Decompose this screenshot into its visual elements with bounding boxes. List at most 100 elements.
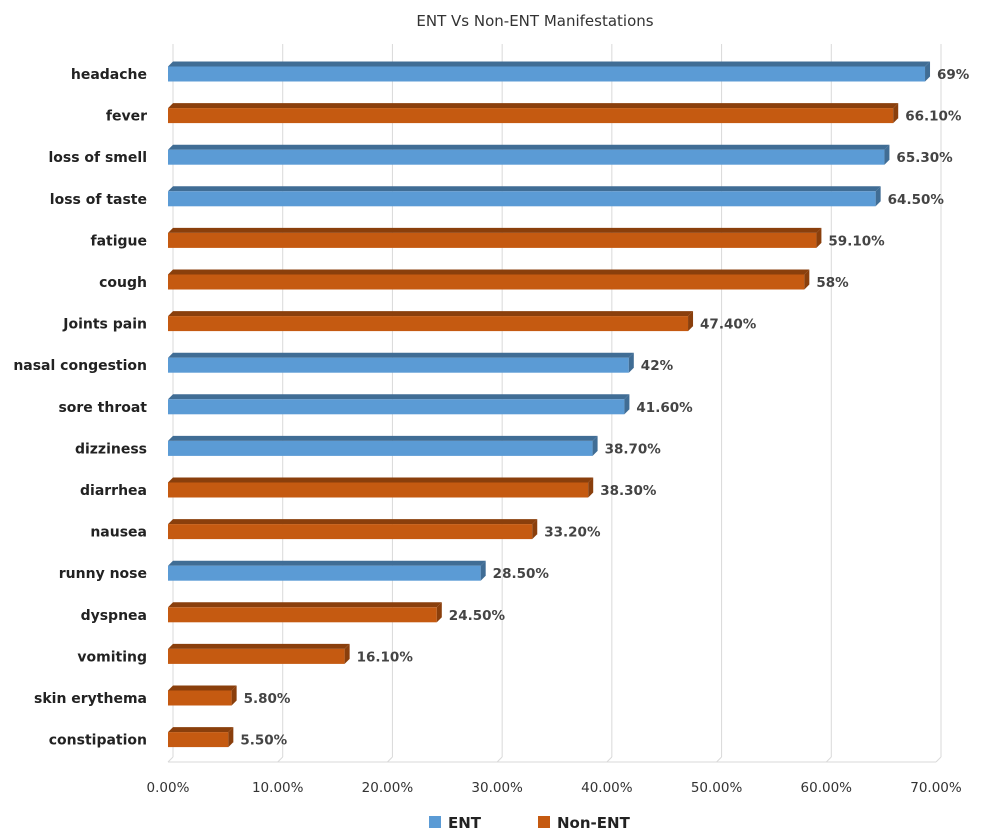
- gridline-floor: [606, 756, 613, 763]
- bar: [168, 191, 876, 207]
- bar-top: [168, 727, 234, 733]
- bar: [168, 732, 229, 748]
- bar-top: [168, 311, 694, 317]
- bar-side: [816, 227, 822, 248]
- bar-side: [884, 144, 890, 165]
- value-label: 38.70%: [605, 441, 662, 457]
- bar-side: [532, 519, 538, 540]
- bar-top: [168, 186, 881, 192]
- bar-top: [168, 685, 237, 691]
- bar-top: [168, 602, 442, 608]
- category-label: fatigue: [90, 233, 147, 249]
- gridline-floor: [167, 756, 174, 763]
- value-label: 66.10%: [905, 109, 962, 125]
- value-label: 59.10%: [828, 233, 885, 249]
- gridline-floor: [387, 756, 393, 763]
- x-tick-label: 70.00%: [910, 780, 962, 796]
- category-label: cough: [99, 275, 147, 291]
- legend-label: ENT: [448, 814, 482, 832]
- bar-side: [592, 435, 598, 456]
- bar-side: [480, 560, 486, 581]
- bar-top: [168, 227, 822, 233]
- gridline-floor: [496, 756, 503, 763]
- bar-top: [168, 269, 810, 275]
- value-label: 5.80%: [244, 691, 291, 707]
- x-tick-label: 10.00%: [252, 780, 304, 796]
- x-tick-label: 0.00%: [147, 780, 190, 796]
- value-label: 5.50%: [240, 733, 287, 749]
- legend-label: Non-ENT: [557, 814, 631, 832]
- bar-top: [168, 394, 630, 400]
- category-label: vomiting: [77, 649, 147, 665]
- category-label: constipation: [49, 733, 147, 749]
- bar-top: [168, 435, 598, 441]
- category-label: diarrhea: [80, 483, 147, 499]
- bar-side: [344, 643, 350, 664]
- bar-side: [588, 477, 594, 498]
- legend-swatch-ent: [429, 816, 441, 828]
- bar-top: [168, 560, 486, 566]
- bar: [168, 66, 926, 82]
- category-label: headache: [71, 67, 147, 83]
- value-label: 38.30%: [600, 483, 657, 499]
- value-label: 65.30%: [896, 150, 953, 166]
- bar: [168, 440, 593, 456]
- category-label: Joints pain: [62, 317, 147, 333]
- bar: [168, 108, 894, 124]
- bar: [168, 149, 885, 165]
- bar-side: [925, 61, 931, 82]
- gridline-floor: [277, 756, 284, 763]
- bar-side: [628, 352, 634, 373]
- bar-top: [168, 643, 350, 649]
- x-tick-label: 20.00%: [362, 780, 414, 796]
- value-label: 64.50%: [888, 192, 945, 208]
- bar-side: [688, 311, 694, 332]
- value-label: 47.40%: [700, 317, 757, 333]
- x-tick-label: 30.00%: [471, 780, 523, 796]
- x-tick-label: 40.00%: [581, 780, 633, 796]
- value-label: 16.10%: [357, 649, 414, 665]
- bar: [168, 482, 589, 498]
- category-label: fever: [106, 109, 147, 125]
- category-label: runny nose: [59, 566, 147, 582]
- bar: [168, 232, 817, 248]
- bar-top: [168, 61, 931, 67]
- bar: [168, 399, 625, 415]
- bar: [168, 607, 437, 623]
- legend: ENT Non-ENT: [429, 814, 631, 832]
- x-tick-label: 60.00%: [801, 780, 853, 796]
- bar-side: [893, 103, 899, 124]
- bar-side: [875, 186, 881, 207]
- value-label: 24.50%: [449, 608, 506, 624]
- gridline-floor: [935, 756, 942, 763]
- bar-top: [168, 144, 890, 150]
- bar: [168, 648, 345, 664]
- bar-side: [624, 394, 630, 415]
- value-label: 58%: [816, 275, 849, 291]
- bar: [168, 274, 805, 290]
- category-label: sore throat: [58, 400, 147, 416]
- category-label: skin erythema: [34, 691, 147, 707]
- value-label: 28.50%: [493, 566, 550, 582]
- bar: [168, 565, 481, 581]
- gridline-floor: [825, 756, 832, 763]
- category-label: loss of taste: [50, 192, 147, 208]
- value-label: 69%: [937, 67, 970, 83]
- value-label: 42%: [641, 358, 674, 374]
- category-label: nausea: [90, 525, 147, 541]
- bar: [168, 524, 533, 540]
- x-tick-label: 50.00%: [691, 780, 743, 796]
- category-label: loss of smell: [48, 150, 147, 166]
- bar: [168, 357, 629, 373]
- bars-layer: headache 69% fever 66.10% loss of smell 65.30…: [13, 61, 970, 749]
- category-label: dyspnea: [81, 608, 147, 624]
- chart-title: ENT Vs Non-ENT Manifestations: [416, 12, 653, 30]
- category-label: dizziness: [75, 441, 147, 457]
- bar-side: [228, 727, 234, 748]
- gridline-floor: [716, 756, 722, 763]
- bar-top: [168, 352, 634, 358]
- value-label: 41.60%: [636, 400, 693, 416]
- bar-side: [231, 685, 237, 706]
- legend-swatch-non-ent: [538, 816, 550, 828]
